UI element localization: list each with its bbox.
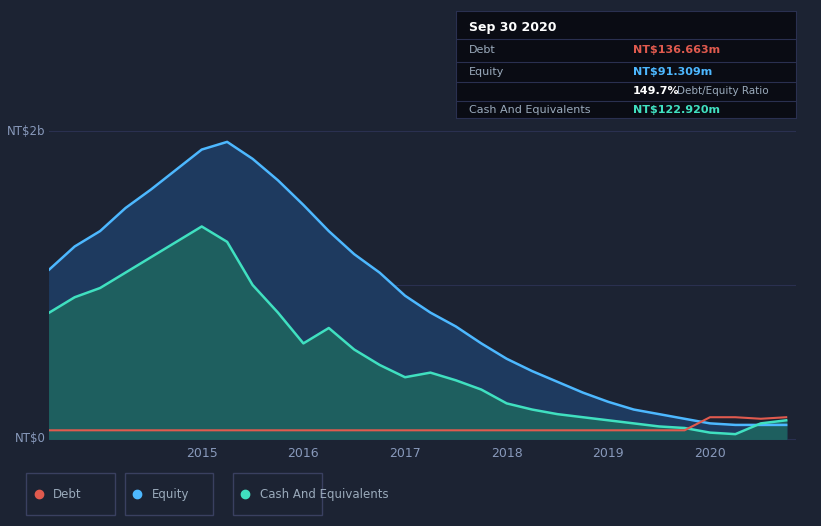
Text: NT$122.920m: NT$122.920m	[633, 105, 720, 115]
Text: NT$0: NT$0	[15, 432, 45, 446]
Text: NT$91.309m: NT$91.309m	[633, 67, 712, 77]
Text: Equity: Equity	[152, 488, 190, 501]
Text: NT$2b: NT$2b	[7, 125, 45, 138]
Text: Cash And Equivalents: Cash And Equivalents	[470, 105, 591, 115]
Text: Cash And Equivalents: Cash And Equivalents	[260, 488, 389, 501]
Text: Debt/Equity Ratio: Debt/Equity Ratio	[677, 86, 768, 96]
Text: Equity: Equity	[470, 67, 505, 77]
Text: Sep 30 2020: Sep 30 2020	[470, 21, 557, 34]
Text: NT$136.663m: NT$136.663m	[633, 45, 720, 55]
Text: Debt: Debt	[470, 45, 496, 55]
Text: Debt: Debt	[53, 488, 82, 501]
Text: 149.7%: 149.7%	[633, 86, 680, 96]
